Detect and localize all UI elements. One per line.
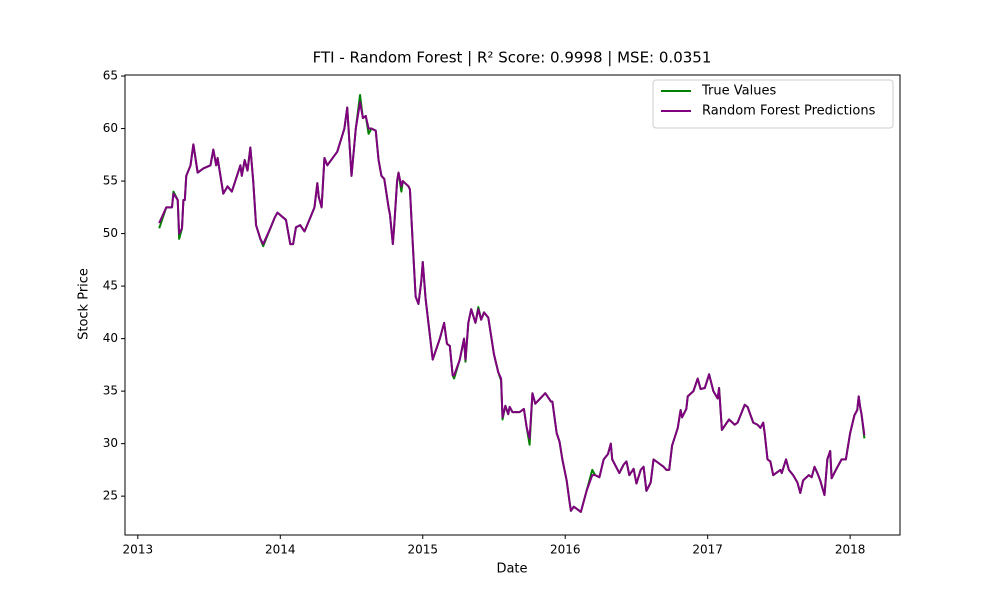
x-tick-label: 2016 [550, 543, 581, 557]
x-tick-label: 2017 [692, 543, 723, 557]
data-line [158, 93, 866, 513]
y-tick-label: 40 [103, 331, 118, 345]
y-tick-label: 60 [103, 121, 118, 135]
legend-box [652, 79, 894, 129]
y-tick-label: 50 [103, 226, 118, 240]
data-line [158, 101, 866, 513]
x-tick-label: 2015 [407, 543, 438, 557]
y-tick-label: 65 [103, 69, 118, 83]
chart-title: FTI - Random Forest | R² Score: 0.9998 |… [313, 49, 712, 67]
y-tick-label: 25 [103, 489, 118, 503]
y-tick-label: 55 [103, 174, 118, 188]
legend-label: True Values [701, 84, 776, 99]
legend-label: Random Forest Predictions [702, 104, 876, 119]
y-tick-label: 35 [103, 384, 118, 398]
y-tick-label: 45 [103, 279, 118, 293]
y-axis-label: Stock Price [77, 268, 92, 340]
y-tick-label: 30 [103, 436, 118, 450]
x-axis-label: Date [496, 562, 527, 577]
x-tick-label: 2018 [835, 543, 866, 557]
plot-frame [124, 74, 901, 536]
x-tick-label: 2014 [265, 543, 296, 557]
x-tick-label: 2013 [123, 543, 154, 557]
